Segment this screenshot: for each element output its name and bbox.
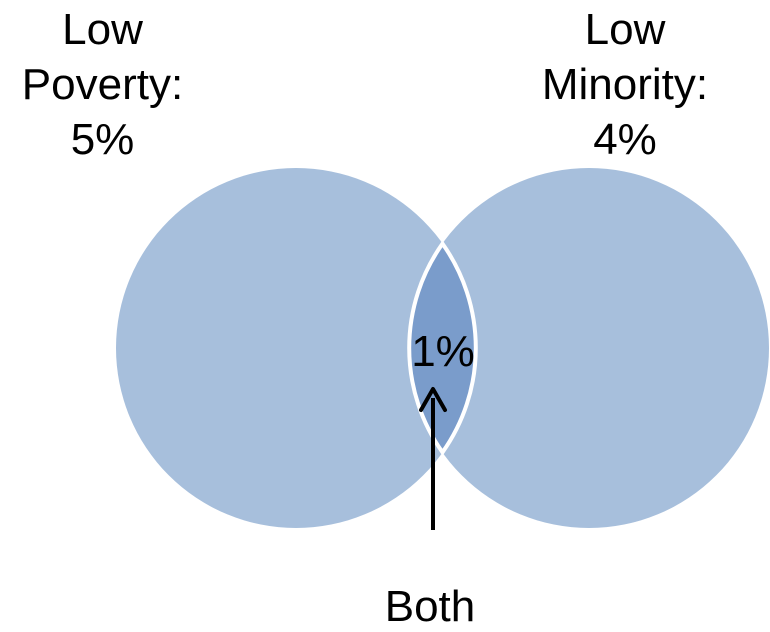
low-poverty-label: Low Poverty: 5% [0, 2, 205, 167]
low-poverty-percent: 5% [70, 115, 135, 164]
low-poverty-label-line2: Poverty: [21, 60, 184, 109]
low-poverty-circle [116, 168, 476, 528]
low-minority-circle [409, 168, 769, 528]
low-minority-label-line2: Minority: [541, 60, 709, 109]
low-minority-label-line1: Low [584, 5, 666, 54]
low-minority-label: Low Minority: 4% [520, 2, 730, 167]
both-callout-label: Both [384, 582, 476, 631]
low-poverty-label-line1: Low [62, 5, 143, 54]
overlap-percent-label: 1% [411, 327, 475, 376]
low-minority-percent: 4% [593, 115, 657, 164]
arrow-up-icon [419, 387, 447, 412]
